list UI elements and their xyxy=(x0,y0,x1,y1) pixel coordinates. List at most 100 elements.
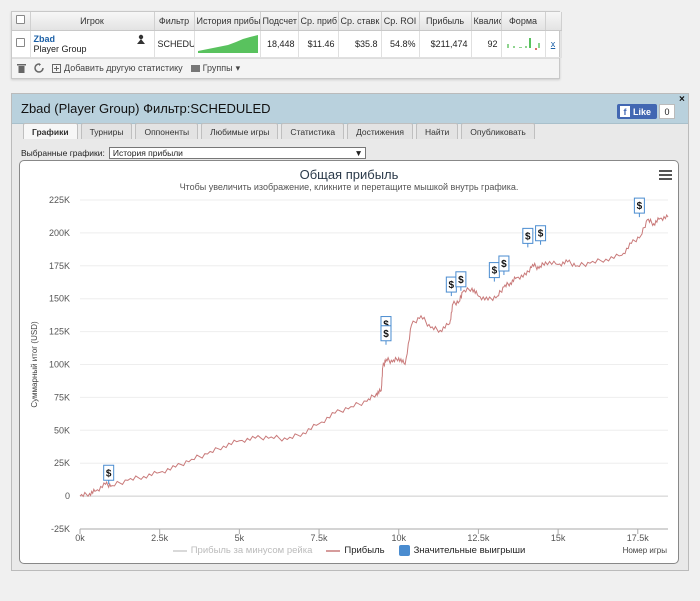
big-win-marker[interactable]: $ xyxy=(380,325,392,345)
big-win-marker[interactable]: $ xyxy=(445,276,457,297)
chevron-down-icon: ▾ xyxy=(235,62,241,73)
groups-dropdown[interactable]: Группы ▾ xyxy=(190,62,241,74)
add-statistic-label: Добавить другую статистику xyxy=(64,63,183,73)
row-checkbox[interactable] xyxy=(16,38,26,47)
chevron-down-icon: ▼ xyxy=(354,148,363,158)
row-checkbox-cell[interactable] xyxy=(12,30,31,58)
legend-rake-profit-label: Прибыль за минусом рейка xyxy=(190,545,313,556)
big-win-marker[interactable]: $ xyxy=(498,255,510,276)
tab-statistics[interactable]: Статистика xyxy=(281,123,345,139)
chart-title: Общая прибыль xyxy=(299,167,399,182)
stats-panel: Игрок Фильтр История прибы Подсчет Ср. п… xyxy=(11,11,562,79)
col-header-avg-roi[interactable]: Ср. ROI xyxy=(381,12,420,31)
x-tick-label: 7.5k xyxy=(311,533,329,543)
svg-text:$: $ xyxy=(492,266,498,277)
tab-tournaments[interactable]: Турниры xyxy=(80,123,133,139)
col-header-history[interactable]: История прибы xyxy=(194,12,261,31)
x-tick-label: 2.5k xyxy=(151,533,169,543)
big-win-marker[interactable]: $ xyxy=(522,227,534,248)
legend-big-wins-label: Значительные выигрыши xyxy=(413,545,526,556)
big-win-marker[interactable]: $ xyxy=(488,262,500,282)
chart-container[interactable]: Общая прибыль Чтобы увеличить изображени… xyxy=(19,160,679,564)
legend-rake-profit[interactable]: Прибыль за минусом рейка xyxy=(172,545,313,556)
chart-select-value: История прибыли xyxy=(112,148,183,158)
svg-text:$: $ xyxy=(458,275,464,286)
trash-icon[interactable] xyxy=(17,63,26,73)
tab-bar: Графики Турниры Оппоненты Любимые игры С… xyxy=(23,123,535,139)
groups-label: Группы xyxy=(202,63,233,73)
tab-favorite-games[interactable]: Любимые игры xyxy=(201,123,279,139)
tab-opponents[interactable]: Оппоненты xyxy=(135,123,199,139)
chart-menu-icon[interactable] xyxy=(659,170,672,180)
col-header-form[interactable]: Форма xyxy=(501,12,546,31)
chart-select-label: Выбранные графики: xyxy=(21,148,105,158)
y-axis-title: Суммарный итог (USD) xyxy=(30,321,39,408)
y-tick-label: 150K xyxy=(49,294,70,304)
filter-cell: SCHEDUL xyxy=(154,30,195,58)
tab-find[interactable]: Найти xyxy=(416,123,459,139)
tab-achievements[interactable]: Достижения xyxy=(347,123,414,139)
add-stat-icon xyxy=(52,63,61,73)
chart-select-row: Выбранные графики: История прибыли ▼ xyxy=(21,147,366,159)
form-bars xyxy=(506,37,540,50)
facebook-icon: f xyxy=(620,106,630,117)
player-type-icon xyxy=(136,34,145,44)
select-all-header[interactable] xyxy=(12,12,31,31)
legend-profit[interactable]: Прибыль xyxy=(326,545,385,556)
col-header-avg-stake[interactable]: Ср. ставк xyxy=(338,12,382,31)
y-tick-label: 0 xyxy=(65,491,70,501)
like-count: 0 xyxy=(659,104,675,119)
tab-charts[interactable]: Графики xyxy=(23,123,78,139)
y-tick-label: 225K xyxy=(49,195,70,205)
big-win-marker[interactable]: $ xyxy=(535,225,547,245)
big-win-marker[interactable]: $ xyxy=(633,197,645,218)
panel-title-bar: Zbad (Player Group) Фильтр:SCHEDULED f L… xyxy=(12,94,688,124)
player-panel: Zbad (Player Group) Фильтр:SCHEDULED f L… xyxy=(11,93,689,571)
legend-big-wins[interactable]: Значительные выигрыши xyxy=(398,545,526,556)
tab-publish[interactable]: Опубликовать xyxy=(461,123,535,139)
y-tick-label: 50K xyxy=(54,425,70,435)
y-tick-label: 200K xyxy=(49,228,70,238)
svg-text:$: $ xyxy=(525,231,531,242)
profit-cell: $211,474 xyxy=(419,30,472,58)
svg-text:$: $ xyxy=(106,468,112,479)
refresh-icon[interactable] xyxy=(34,63,44,73)
x-tick-label: 5k xyxy=(235,533,245,543)
y-tick-label: 125K xyxy=(49,327,70,337)
col-header-avg-profit[interactable]: Ср. приб xyxy=(298,12,339,31)
y-tick-label: -25K xyxy=(51,524,70,534)
like-label: Like xyxy=(633,106,652,117)
svg-text:$: $ xyxy=(501,259,507,270)
history-sparkline-graph xyxy=(197,34,258,53)
select-all-checkbox[interactable] xyxy=(16,15,26,25)
facebook-like-button[interactable]: f Like xyxy=(617,104,657,119)
big-win-marker[interactable]: $ xyxy=(103,464,115,485)
stats-toolbar: Добавить другую статистику Группы ▾ xyxy=(12,57,559,78)
table-row: Zbad Player Group SCHEDUL 18,448 $11.46 … xyxy=(12,30,562,58)
col-header-count[interactable]: Подсчет xyxy=(260,12,299,31)
count-cell: 18,448 xyxy=(260,30,299,58)
player-cell: Zbad Player Group xyxy=(30,30,155,58)
chart-select[interactable]: История прибыли ▼ xyxy=(108,147,366,159)
y-tick-label: 175K xyxy=(49,261,70,271)
col-header-player[interactable]: Игрок xyxy=(30,12,155,31)
player-name-link[interactable]: Zbad xyxy=(33,33,56,44)
player-group: Player Group xyxy=(33,43,87,54)
col-header-filter[interactable]: Фильтр xyxy=(154,12,195,31)
x-axis-title: Номер игры xyxy=(622,546,667,555)
x-tick-label: 17.5k xyxy=(627,533,650,543)
x-tick-label: 12.5k xyxy=(467,533,490,543)
add-statistic-button[interactable]: Добавить другую статистику xyxy=(52,63,183,73)
col-header-profit[interactable]: Прибыль xyxy=(419,12,472,31)
legend-profit-label: Прибыль xyxy=(344,545,385,556)
svg-text:$: $ xyxy=(383,329,389,340)
close-icon[interactable]: × xyxy=(679,94,685,105)
x-tick-label: 10k xyxy=(391,533,406,543)
big-win-marker[interactable]: $ xyxy=(455,271,467,291)
y-tick-label: 25K xyxy=(54,458,70,468)
remove-row-button[interactable]: x xyxy=(545,30,562,58)
col-header-quality[interactable]: Квалис xyxy=(471,12,502,31)
stats-table: Игрок Фильтр История прибы Подсчет Ср. п… xyxy=(12,12,562,58)
avg-stake-cell: $35.8 xyxy=(338,30,382,58)
profit-series-line xyxy=(79,213,669,498)
